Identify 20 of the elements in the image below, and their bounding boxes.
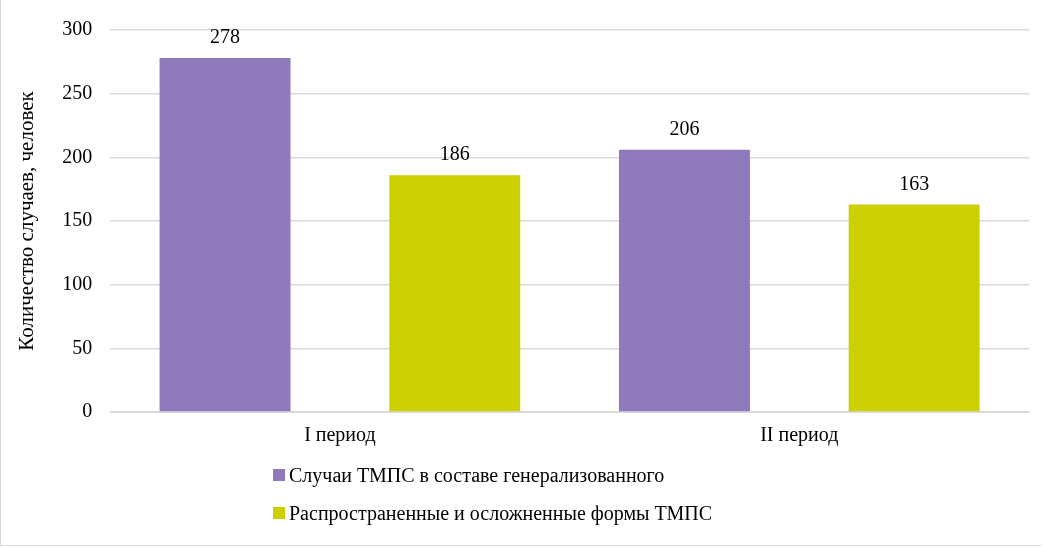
y-tick-label: 50 <box>72 335 93 358</box>
data-label: 278 <box>210 25 241 48</box>
data-label: 163 <box>899 171 930 194</box>
y-tick-label: 200 <box>62 144 93 167</box>
y-tick-label: 100 <box>62 271 93 294</box>
x-tick-label: I период <box>304 423 376 447</box>
bar <box>618 149 750 412</box>
bar <box>848 204 980 412</box>
bar <box>389 175 521 412</box>
y-tick-label: 150 <box>62 208 93 231</box>
y-axis-title: Количество случаев, человек <box>14 90 39 351</box>
y-tick-label: 0 <box>82 399 93 422</box>
bar <box>159 58 291 412</box>
y-tick-label: 300 <box>62 17 93 40</box>
x-tick-label: II период <box>760 423 839 447</box>
data-label: 206 <box>669 116 700 139</box>
y-tick-label: 250 <box>62 80 93 103</box>
legend-label: Распространенные и осложненные формы ТМПС <box>289 501 713 525</box>
data-label: 186 <box>439 142 470 165</box>
legend-label: Случаи ТМПС в составе генерализованного <box>289 463 665 487</box>
